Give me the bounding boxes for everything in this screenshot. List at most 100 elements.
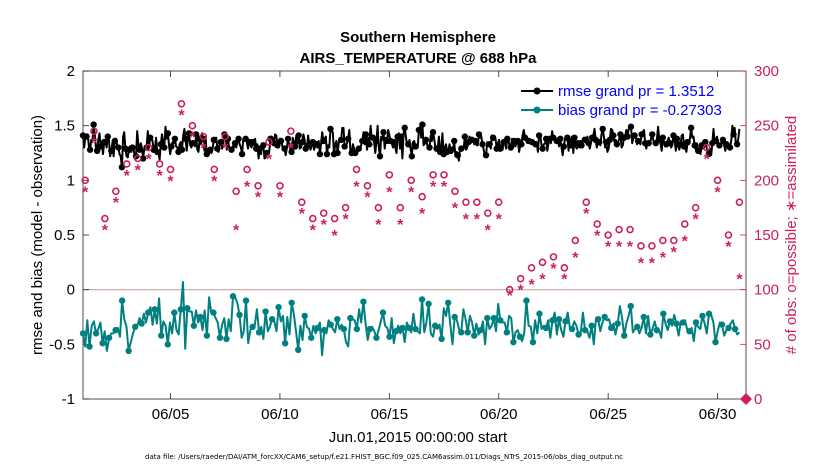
- bias-point: [392, 328, 400, 335]
- assimilated-obs-point: *: [244, 179, 251, 196]
- rmse-point: [680, 143, 688, 150]
- assimilated-obs-point: *: [682, 233, 689, 250]
- legend-rmse-label: rmse grand pr = 1.3512: [558, 83, 714, 100]
- rmse-point: [182, 135, 189, 142]
- assimilated-obs-point: *: [649, 255, 656, 272]
- rmse-point: [207, 146, 214, 153]
- rmse-point: [496, 145, 504, 152]
- possible-obs-point: [177, 100, 186, 108]
- rmse-point: [274, 142, 281, 149]
- rmse-point: [624, 133, 631, 140]
- x-axis-ticks: 06/05 06/10 06/15 06/20 06/25 06/30: [152, 71, 736, 423]
- bias-point: [118, 297, 126, 304]
- possible-obs-point: [724, 231, 733, 239]
- rmse-point: [504, 135, 511, 142]
- bias-point: [92, 330, 100, 337]
- bias-point: [268, 315, 276, 323]
- bias-point: [294, 346, 302, 353]
- rmse-point: [83, 133, 90, 140]
- bias-point: [653, 326, 661, 334]
- bias-point: [536, 310, 543, 317]
- rmse-point: [249, 138, 256, 146]
- bias-point: [405, 324, 413, 332]
- rmse-point: [214, 145, 221, 152]
- rmse-point: [86, 146, 94, 153]
- bias-point: [321, 326, 328, 334]
- rmse-point: [90, 121, 97, 128]
- assimilated-obs-point: *: [102, 223, 109, 240]
- possible-obs-point: [418, 192, 426, 201]
- rmse-point: [659, 134, 667, 141]
- rmse-point: [475, 131, 483, 138]
- rmse-point: [447, 147, 454, 155]
- possible-obs-point: [462, 198, 470, 206]
- chart-title: Southern Hemisphere: [340, 29, 496, 46]
- assimilated-obs-point: *: [211, 173, 218, 190]
- bias-point: [692, 319, 700, 326]
- assimilated-obs-point: *: [528, 277, 535, 294]
- assimilated-obs-point: *: [671, 244, 678, 261]
- bias-point: [105, 334, 113, 341]
- rmse-series: [79, 121, 741, 171]
- assimilated-obs-point: *: [82, 184, 89, 201]
- rmse-point: [288, 148, 295, 156]
- bias-point: [581, 326, 589, 334]
- bias-point: [497, 317, 504, 324]
- possible-obs-point: [81, 176, 89, 185]
- bias-point: [327, 321, 334, 328]
- bias-point: [308, 334, 315, 341]
- bias-point: [640, 313, 647, 321]
- possible-obs-point: [363, 182, 372, 190]
- bias-point: [431, 322, 439, 329]
- rmse-point: [673, 135, 681, 142]
- bias-point: [601, 313, 608, 321]
- bias-point: [249, 323, 256, 331]
- bias-point: [412, 325, 419, 333]
- bias-point: [171, 309, 178, 316]
- bias-line: [82, 281, 741, 357]
- bias-point: [594, 315, 602, 323]
- bias-point: [621, 332, 628, 339]
- rmse-point: [341, 143, 348, 150]
- bias-point: [301, 312, 308, 320]
- possible-obs-point: [505, 285, 514, 294]
- y2-tick-label: 100: [754, 282, 779, 299]
- possible-obs-point: [385, 171, 394, 179]
- assimilated-obs-point: *: [605, 239, 612, 256]
- legend: rmse grand pr = 1.3512 bias grand pr = -…: [517, 78, 742, 120]
- assimilated-obs-point: *: [419, 206, 426, 223]
- rmse-point: [606, 136, 613, 144]
- rmse-point: [429, 129, 437, 136]
- assimilated-obs-point: *: [638, 255, 645, 272]
- bias-point: [275, 303, 282, 311]
- rmse-point: [178, 146, 186, 153]
- bias-point: [607, 324, 615, 332]
- bias-point: [177, 306, 185, 313]
- assimilated-obs-point: *: [189, 130, 196, 147]
- rmse-point: [631, 132, 638, 139]
- possible-obs-point: [429, 171, 437, 179]
- rmse-point: [560, 143, 568, 150]
- bias-point: [484, 314, 491, 322]
- bias-point: [373, 334, 380, 341]
- rmse-point: [454, 151, 461, 159]
- y2-tick-label: 300: [754, 63, 779, 80]
- bias-point: [125, 347, 132, 355]
- rmse-point: [666, 139, 674, 147]
- possible-obs-point: [396, 203, 405, 212]
- possible-obs-point: [287, 127, 295, 135]
- bias-point: [549, 317, 556, 324]
- bias-point: [731, 325, 739, 333]
- bias-point: [575, 331, 582, 338]
- assimilated-obs-point: *: [277, 190, 284, 207]
- possible-obs-point: [90, 127, 98, 135]
- bias-point: [555, 315, 563, 323]
- possible-obs-point: [298, 198, 306, 206]
- chart-subtitle: AIRS_TEMPERATURE @ 688 hPa: [300, 50, 538, 67]
- assimilated-obs-series: ***** *** ************** *********** *** ****…: [82, 108, 752, 405]
- bias-point: [471, 332, 478, 339]
- rmse-point: [235, 135, 242, 142]
- bias-point: [425, 300, 432, 308]
- rmse-point: [104, 133, 111, 140]
